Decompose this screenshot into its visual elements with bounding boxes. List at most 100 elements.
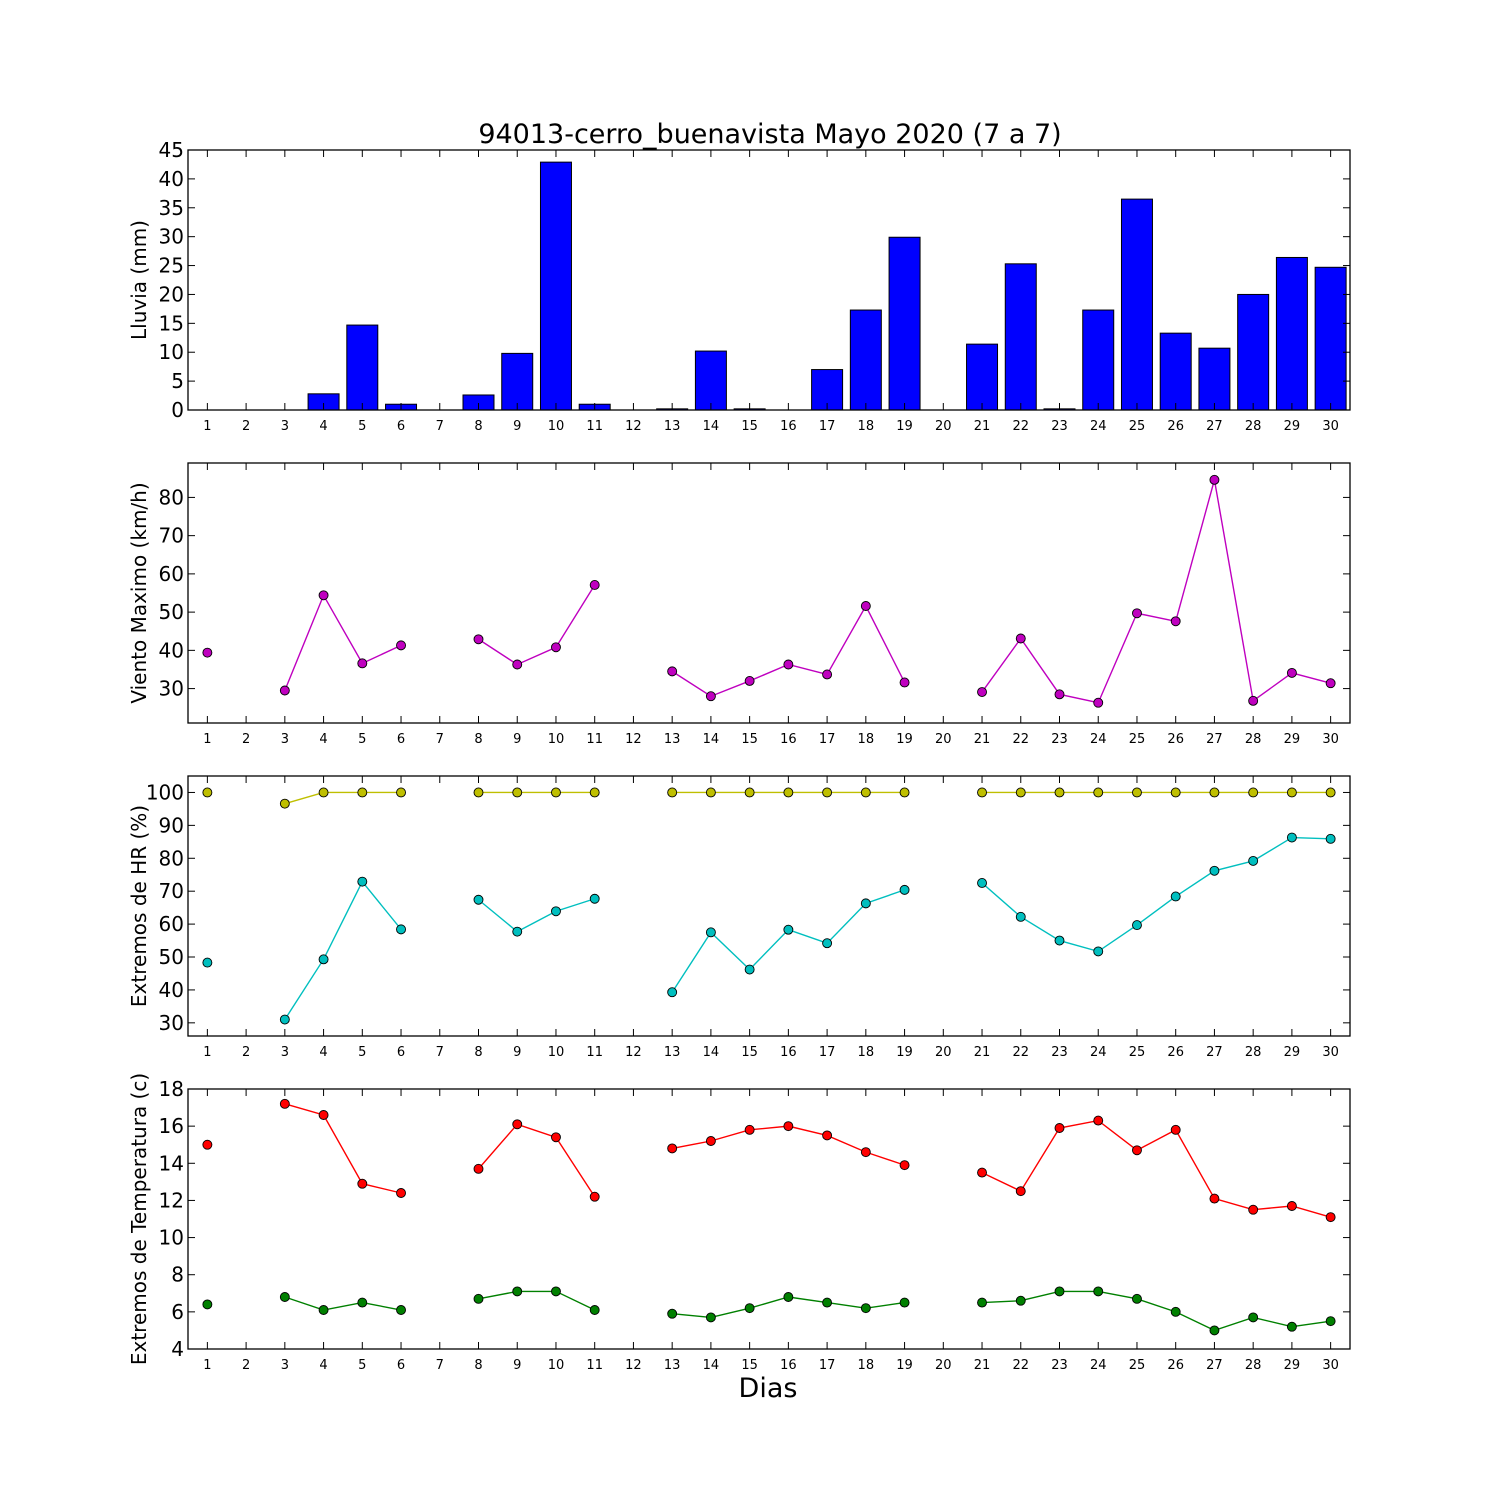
data-point <box>822 1297 833 1308</box>
data-point <box>667 1143 678 1154</box>
x-tick-label: 13 <box>664 1045 681 1060</box>
data-point <box>473 1163 484 1174</box>
data-point <box>279 685 290 696</box>
x-tick-label: 1 <box>203 732 211 747</box>
data-point <box>1093 787 1104 798</box>
data-point <box>318 1110 329 1120</box>
data-point <box>1132 787 1142 798</box>
data-point <box>589 787 600 798</box>
bar <box>1314 266 1347 411</box>
data-point <box>473 787 484 798</box>
data-point <box>589 1191 600 1202</box>
data-point <box>357 787 368 798</box>
y-axis-label: Viento Maximo (km/h) <box>127 482 151 703</box>
y-tick-label: 40 <box>159 978 184 1002</box>
axes-frame <box>187 149 1351 411</box>
x-tick-label: 30 <box>1322 732 1339 747</box>
data-point <box>899 1297 910 1308</box>
y-tick-label: 5 <box>171 369 184 393</box>
data-point <box>1325 1316 1336 1327</box>
x-tick-label: 12 <box>625 419 642 434</box>
y-tick-label: 0 <box>171 398 184 422</box>
x-tick-label: 10 <box>548 732 565 747</box>
x-tick-label: 4 <box>319 1045 327 1060</box>
axes-frame <box>187 775 1351 1037</box>
bar <box>1120 198 1153 411</box>
data-point <box>977 1297 987 1308</box>
axes-frame <box>187 462 1351 724</box>
x-tick-label: 1 <box>203 419 211 434</box>
series-line <box>672 1125 905 1166</box>
x-tick-label: 30 <box>1322 1045 1339 1060</box>
x-tick-label: 19 <box>896 1358 913 1373</box>
x-tick-label: 9 <box>513 1045 521 1060</box>
x-tick-label: 9 <box>513 1358 521 1373</box>
y-tick-label: 10 <box>159 340 184 364</box>
series-line <box>478 898 595 933</box>
x-tick-label: 4 <box>319 419 327 434</box>
y-tick-label: 12 <box>159 1188 184 1212</box>
data-point <box>1325 787 1336 798</box>
bar <box>1275 256 1308 411</box>
data-point <box>551 1286 561 1297</box>
x-tick-label: 23 <box>1051 732 1068 747</box>
data-point <box>512 787 523 798</box>
data-point <box>667 666 678 677</box>
y-tick-label: 60 <box>159 912 184 936</box>
data-point <box>1248 855 1259 866</box>
data-point <box>667 1308 678 1319</box>
x-tick-label: 28 <box>1245 419 1262 434</box>
y-tick-label: 18 <box>159 1077 184 1101</box>
x-tick-label: 17 <box>819 1358 836 1373</box>
data-point <box>396 924 406 935</box>
y-axis-label: Extremos de HR (%) <box>127 805 151 1007</box>
data-point <box>202 957 213 968</box>
y-tick-label: 30 <box>159 1011 184 1035</box>
x-tick-label: 2 <box>242 419 250 434</box>
y-tick-label: 90 <box>159 813 184 837</box>
x-tick-label: 6 <box>397 1045 405 1060</box>
data-point <box>1248 1312 1259 1323</box>
x-tick-label: 20 <box>935 732 952 747</box>
x-tick-label: 14 <box>703 732 720 747</box>
data-point <box>512 1119 523 1130</box>
data-point <box>1132 1145 1142 1156</box>
x-tick-label: 18 <box>858 419 875 434</box>
x-tick-label: 19 <box>896 419 913 434</box>
data-point <box>822 669 833 680</box>
x-tick-label: 5 <box>358 732 366 747</box>
x-tick-label: 21 <box>974 1358 991 1373</box>
y-tick-label: 60 <box>159 562 184 586</box>
data-point <box>589 893 600 904</box>
data-point <box>202 787 213 798</box>
x-tick-label: 8 <box>474 732 482 747</box>
x-tick-label: 29 <box>1284 1045 1301 1060</box>
plot-area <box>202 474 1336 708</box>
x-tick-label: 30 <box>1322 419 1339 434</box>
x-tick-label: 21 <box>974 419 991 434</box>
data-point <box>1054 1286 1065 1297</box>
data-point <box>473 894 484 905</box>
data-point <box>744 1303 755 1314</box>
data-point <box>202 1299 213 1310</box>
data-point <box>1286 1201 1297 1211</box>
data-point <box>860 1303 871 1314</box>
data-point <box>551 642 561 653</box>
data-point <box>1054 935 1065 946</box>
x-tick-label: 10 <box>548 1045 565 1060</box>
data-point <box>899 1160 910 1171</box>
x-tick-label: 13 <box>664 732 681 747</box>
x-tick-label: 14 <box>703 1045 720 1060</box>
series-line <box>478 1290 596 1311</box>
data-point <box>357 1178 368 1189</box>
data-point <box>1015 787 1026 798</box>
data-point <box>473 634 484 645</box>
data-point <box>279 1292 290 1302</box>
y-tick-label: 45 <box>159 138 184 162</box>
x-tick-label: 15 <box>741 1358 758 1373</box>
x-tick-label: 3 <box>281 419 289 434</box>
x-tick-label: 26 <box>1167 1045 1184 1060</box>
